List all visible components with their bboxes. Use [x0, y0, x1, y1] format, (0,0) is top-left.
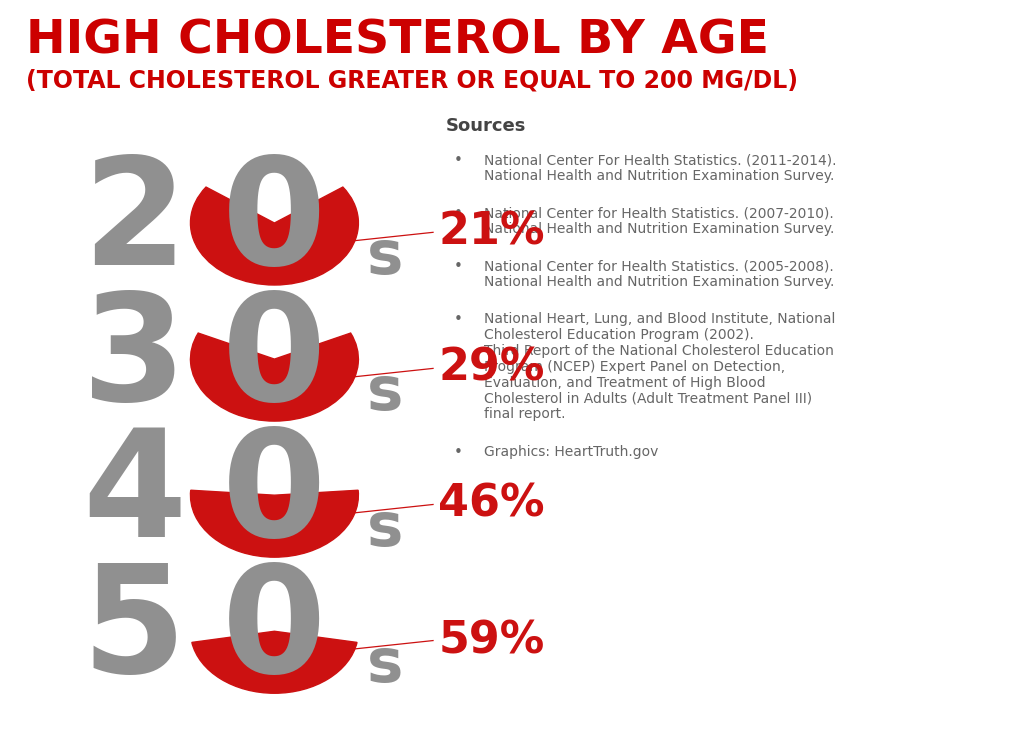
Wedge shape	[190, 187, 358, 285]
Text: 0: 0	[222, 559, 327, 704]
Text: 46%: 46%	[438, 483, 545, 526]
Text: Program (NCEP) Expert Panel on Detection,: Program (NCEP) Expert Panel on Detection…	[484, 360, 785, 374]
Text: National Health and Nutrition Examination Survey.: National Health and Nutrition Examinatio…	[484, 222, 835, 237]
Text: s: s	[367, 500, 403, 559]
Text: Evaluation, and Treatment of High Blood: Evaluation, and Treatment of High Blood	[484, 376, 766, 390]
Wedge shape	[190, 333, 358, 421]
Text: Cholesterol Education Program (2002).: Cholesterol Education Program (2002).	[484, 328, 755, 342]
Text: 59%: 59%	[438, 619, 545, 662]
Text: •: •	[454, 153, 463, 169]
Text: 3: 3	[82, 287, 186, 432]
Text: Cholesterol in Adults (Adult Treatment Panel III): Cholesterol in Adults (Adult Treatment P…	[484, 392, 812, 406]
Text: National Center for Health Statistics. (2005-2008).: National Center for Health Statistics. (…	[484, 259, 835, 274]
Text: s: s	[367, 228, 403, 287]
Text: final report.: final report.	[484, 407, 566, 422]
Text: 2: 2	[82, 150, 186, 296]
Wedge shape	[191, 631, 357, 693]
Text: 5: 5	[82, 559, 186, 704]
Text: National Heart, Lung, and Blood Institute, National: National Heart, Lung, and Blood Institut…	[484, 312, 836, 327]
Text: Sources: Sources	[445, 117, 525, 135]
Wedge shape	[190, 490, 358, 557]
Text: National Health and Nutrition Examination Survey.: National Health and Nutrition Examinatio…	[484, 275, 835, 290]
Text: 29%: 29%	[438, 347, 545, 390]
Text: 0: 0	[222, 423, 327, 568]
Text: s: s	[367, 636, 403, 695]
Text: HIGH CHOLESTEROL BY AGE: HIGH CHOLESTEROL BY AGE	[26, 19, 769, 64]
Text: National Center for Health Statistics. (2007-2010).: National Center for Health Statistics. (…	[484, 206, 835, 221]
Text: (TOTAL CHOLESTEROL GREATER OR EQUAL TO 200 MG/DL): (TOTAL CHOLESTEROL GREATER OR EQUAL TO 2…	[26, 68, 798, 92]
Text: s: s	[367, 364, 403, 423]
Text: Third Report of the National Cholesterol Education: Third Report of the National Cholesterol…	[484, 344, 835, 358]
Text: Graphics: HeartTruth.gov: Graphics: HeartTruth.gov	[484, 445, 658, 459]
Text: •: •	[454, 445, 463, 460]
Text: •: •	[454, 312, 463, 327]
Text: •: •	[454, 259, 463, 274]
Text: 21%: 21%	[438, 211, 545, 254]
Text: National Center For Health Statistics. (2011-2014).: National Center For Health Statistics. (…	[484, 153, 837, 168]
Text: National Health and Nutrition Examination Survey.: National Health and Nutrition Examinatio…	[484, 169, 835, 184]
Text: 0: 0	[222, 150, 327, 296]
Text: •: •	[454, 206, 463, 222]
Text: 4: 4	[82, 423, 186, 568]
Text: 0: 0	[222, 287, 327, 432]
